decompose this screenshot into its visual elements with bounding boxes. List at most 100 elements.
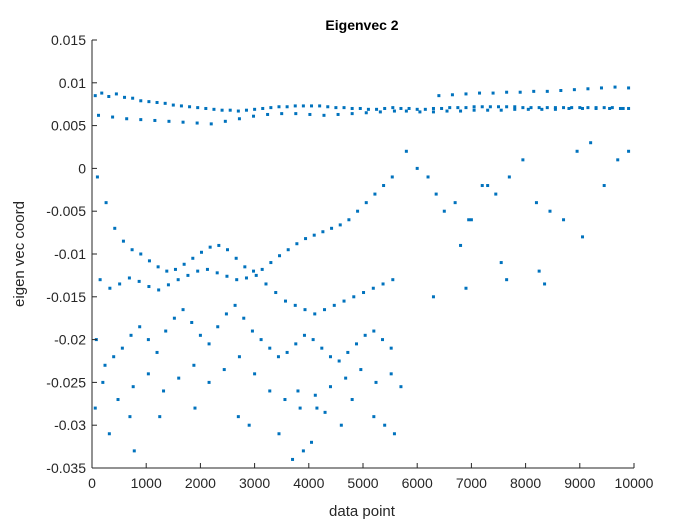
data-point xyxy=(627,86,631,90)
data-point xyxy=(274,291,278,295)
data-point xyxy=(399,385,403,389)
data-point xyxy=(260,267,264,271)
data-point xyxy=(216,325,220,329)
data-point xyxy=(581,106,585,110)
data-point xyxy=(374,380,378,384)
data-point xyxy=(494,192,498,196)
data-point xyxy=(491,91,495,95)
data-point xyxy=(338,223,342,227)
data-point xyxy=(234,256,238,260)
data-point xyxy=(358,106,362,110)
data-point xyxy=(116,398,120,402)
data-point xyxy=(448,106,452,110)
data-point xyxy=(431,110,435,114)
data-point xyxy=(437,94,441,98)
data-point xyxy=(209,122,213,126)
x-tick-label: 9000 xyxy=(564,475,595,491)
data-point xyxy=(497,105,500,109)
data-point xyxy=(166,283,170,287)
data-point xyxy=(123,95,127,99)
data-point xyxy=(112,355,116,359)
data-point xyxy=(294,342,298,346)
data-point xyxy=(356,209,360,213)
data-point xyxy=(235,278,239,282)
data-point xyxy=(336,112,340,116)
data-point xyxy=(362,291,366,295)
data-point xyxy=(138,325,142,329)
data-point xyxy=(264,282,268,286)
data-point xyxy=(486,108,490,112)
data-point xyxy=(440,106,444,110)
data-point xyxy=(602,184,606,188)
data-point xyxy=(383,106,387,110)
data-point xyxy=(261,106,265,110)
data-point xyxy=(253,372,257,376)
data-point xyxy=(131,96,135,100)
plot-area: 0 1000 2000 3000 4000 5000 6000 7000 8000 9000 100… xyxy=(46,32,653,491)
data-point xyxy=(513,107,517,111)
data-point xyxy=(244,108,248,112)
data-point xyxy=(486,184,490,188)
data-point xyxy=(570,106,574,110)
data-point xyxy=(147,259,151,263)
data-point xyxy=(146,338,150,342)
x-axis-ticks: 0 1000 2000 3000 4000 5000 6000 7000 8000 9000 100… xyxy=(88,463,654,491)
data-point xyxy=(372,415,376,419)
data-point xyxy=(277,432,281,436)
data-point xyxy=(339,423,343,427)
data-point xyxy=(320,346,324,350)
data-point xyxy=(350,398,354,402)
data-point xyxy=(532,89,536,93)
x-tick-label: 7000 xyxy=(456,475,487,491)
data-point xyxy=(283,299,287,303)
data-point xyxy=(127,276,131,280)
data-point xyxy=(139,99,143,103)
data-point xyxy=(237,355,241,359)
data-point xyxy=(217,243,221,247)
data-point xyxy=(518,90,522,94)
data-point xyxy=(526,107,530,111)
data-point xyxy=(269,106,273,110)
data-point xyxy=(192,363,196,367)
data-point xyxy=(459,243,463,247)
data-point xyxy=(131,385,135,389)
data-point xyxy=(431,295,435,299)
data-point xyxy=(359,368,363,372)
data-point xyxy=(453,201,457,205)
data-point xyxy=(277,105,281,109)
data-point xyxy=(191,256,195,260)
data-point xyxy=(165,269,169,273)
data-point xyxy=(372,329,376,333)
data-point xyxy=(543,282,547,286)
data-point xyxy=(308,112,312,116)
data-point xyxy=(459,109,463,113)
x-tick-label: 4000 xyxy=(293,475,324,491)
data-point xyxy=(613,85,617,89)
data-point xyxy=(176,278,180,282)
data-point xyxy=(226,248,229,252)
data-point xyxy=(95,175,99,179)
data-point xyxy=(157,288,161,292)
data-point xyxy=(537,106,541,110)
data-point xyxy=(488,105,492,109)
data-point xyxy=(415,107,419,111)
data-point xyxy=(93,406,97,410)
data-point xyxy=(553,106,557,110)
data-point xyxy=(195,121,199,125)
y-tick-label: -0.035 xyxy=(46,460,86,476)
y-tick-label: -0.025 xyxy=(46,374,86,390)
y-tick-label: -0.005 xyxy=(46,203,86,219)
data-point xyxy=(390,175,394,179)
y-tick-label: 0.005 xyxy=(51,118,86,134)
data-point xyxy=(572,88,576,92)
data-point xyxy=(378,110,382,114)
data-point xyxy=(220,108,224,112)
data-point xyxy=(434,192,438,196)
data-point xyxy=(147,100,151,104)
data-point xyxy=(103,363,107,367)
data-point xyxy=(391,278,395,282)
data-point xyxy=(199,250,203,254)
data-point xyxy=(505,90,509,94)
data-point xyxy=(215,271,219,275)
